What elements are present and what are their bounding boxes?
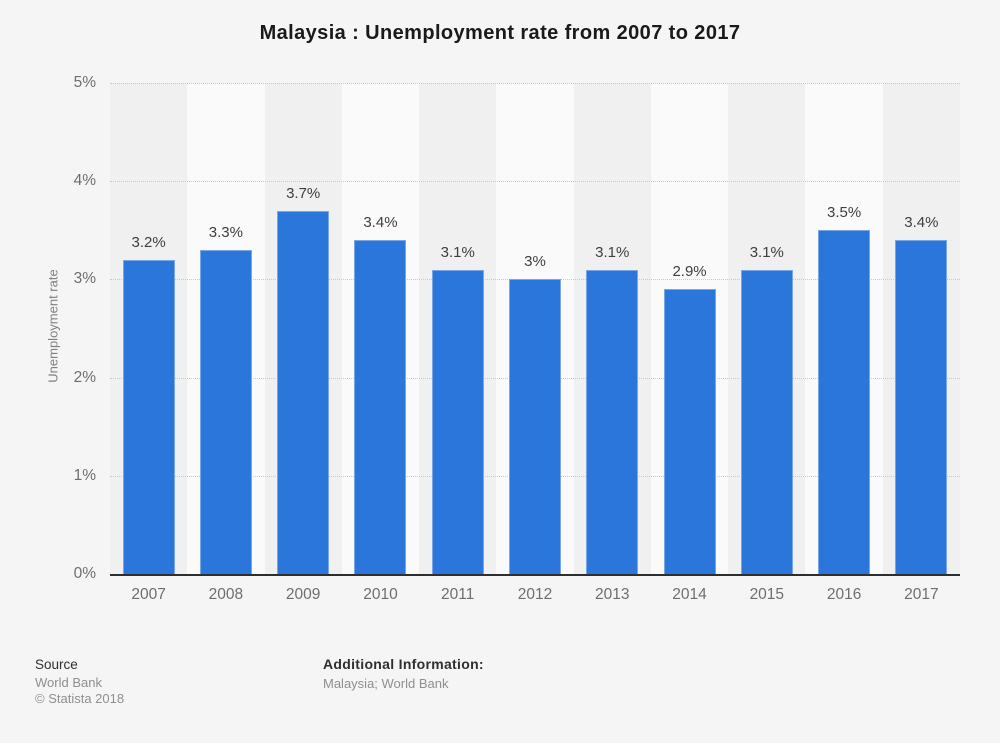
y-tick-label-3pct: 3% [73, 270, 96, 288]
copyright-notice: © Statista 2018 [35, 690, 125, 706]
bar-2015[interactable] [740, 269, 793, 574]
y-axis-tick-labels: 0% 1% 2% 3% 4% 5% [30, 74, 96, 582]
x-axis-tick-labels: 2007 2008 2009 2010 2011 2012 2013 2014 2015 2016… [110, 586, 960, 608]
bar-2012[interactable] [509, 279, 561, 574]
bar-value-label-2013: 3.1% [595, 243, 630, 261]
x-tick-label-2009: 2009 [285, 586, 321, 603]
source-block: Source World Bank © Statista 2018 [35, 657, 124, 706]
additional-info-block: Additional Information: Malaysia; World … [323, 656, 484, 691]
x-tick-label-2017: 2017 [904, 586, 939, 603]
source-label: Source [35, 657, 78, 672]
bar-value-label-2012: 3% [524, 253, 546, 271]
bar-value-label-2014: 2.9% [672, 263, 707, 281]
x-tick-label-2007: 2007 [131, 586, 166, 603]
bar-2007[interactable] [122, 259, 175, 574]
x-tick-label-2010: 2010 [363, 586, 398, 603]
bar-value-label-2015: 3.1% [749, 243, 784, 261]
x-tick-label-2014: 2014 [672, 586, 707, 603]
bar-2010[interactable] [354, 240, 407, 574]
bar-2017[interactable] [895, 240, 948, 574]
x-tick-label-2013: 2013 [595, 586, 630, 603]
bar-2013[interactable] [586, 269, 639, 574]
bar-value-label-2007: 3.2% [131, 233, 166, 251]
x-tick-label-2015: 2015 [749, 586, 785, 603]
y-tick-label-2pct: 2% [73, 368, 96, 386]
x-tick-label-2012: 2012 [517, 586, 553, 603]
bar-value-label-2009: 3.7% [286, 184, 321, 202]
chart-title: Malaysia : Unemployment rate from 2007 t… [259, 22, 741, 44]
x-tick-label-2016: 2016 [826, 586, 862, 603]
bar-value-label-2011: 3.1% [440, 243, 475, 261]
bar-value-label-2016: 3.5% [826, 204, 862, 222]
gridline-4pct [110, 181, 960, 183]
bar-value-label-2017: 3.4% [904, 214, 939, 232]
bar-2014[interactable] [663, 289, 716, 574]
additional-info-value: Malaysia; World Bank [323, 676, 449, 691]
y-tick-label-1pct: 1% [73, 466, 96, 484]
y-tick-label-5pct: 5% [73, 74, 96, 91]
bar-2016[interactable] [818, 230, 871, 574]
additional-info-label: Additional Information: [323, 656, 484, 672]
bar-2008[interactable] [199, 249, 252, 574]
bar-2009[interactable] [277, 210, 330, 574]
x-tick-label-2008: 2008 [208, 586, 244, 603]
bar-2011[interactable] [431, 269, 484, 574]
source-name: World Bank [35, 675, 102, 690]
bar-value-label-2010: 3.4% [363, 214, 398, 232]
bar-value-label-2008: 3.3% [208, 223, 243, 241]
y-tick-label-4pct: 4% [73, 172, 96, 190]
y-tick-label-0pct: 0% [73, 565, 96, 582]
gridline-5pct [110, 83, 960, 84]
x-tick-label-2011: 2011 [441, 586, 475, 603]
plot-area: 3.2% 3.3% 3.7% 3.4% 3.1% 3% 3.1% 2.9% 3.1% 3.5% 3.… [110, 83, 960, 576]
chart-footer: Source World Bank © Statista 2018 Additi… [0, 650, 1000, 743]
